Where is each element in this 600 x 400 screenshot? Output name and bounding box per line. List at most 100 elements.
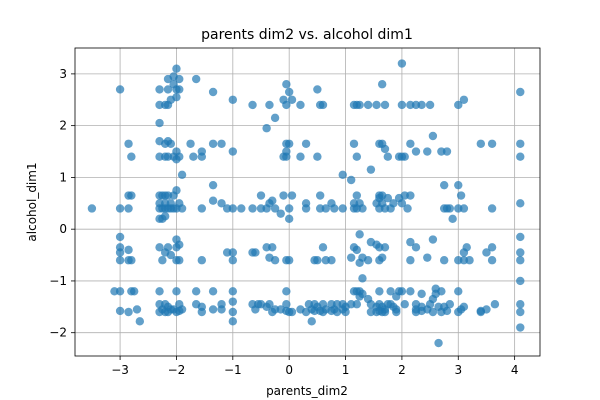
data-point: [327, 256, 336, 265]
data-point: [296, 100, 305, 110]
x-tick-label: 1: [342, 363, 350, 377]
data-point: [284, 256, 294, 265]
data-point: [127, 152, 136, 161]
data-point: [155, 85, 164, 94]
data-point: [454, 287, 463, 296]
data-point: [386, 287, 395, 296]
data-point: [87, 204, 97, 213]
data-point: [115, 248, 125, 257]
data-point: [175, 240, 184, 249]
data-point: [284, 214, 294, 224]
data-point: [349, 139, 359, 148]
data-point: [397, 199, 407, 208]
data-point: [411, 243, 421, 252]
data-point: [428, 235, 438, 244]
data-point: [400, 152, 409, 161]
data-point: [228, 317, 238, 326]
points-layer: [87, 59, 525, 348]
data-point: [287, 95, 297, 104]
data-point: [186, 139, 195, 148]
data-point: [265, 100, 274, 110]
data-point: [282, 80, 291, 89]
data-point: [380, 100, 390, 110]
data-point: [425, 100, 435, 110]
data-point: [442, 306, 452, 316]
data-point: [439, 180, 449, 190]
y-tick-label: −2: [49, 326, 67, 340]
x-tick-label: −1: [224, 363, 242, 377]
data-point: [115, 204, 125, 213]
data-point: [124, 139, 133, 148]
data-point: [459, 204, 469, 213]
data-point: [284, 139, 294, 148]
data-point: [124, 245, 133, 255]
data-point: [270, 204, 280, 213]
data-point: [383, 193, 393, 203]
data-point: [287, 191, 297, 200]
data-point: [124, 307, 133, 317]
data-point: [115, 306, 125, 316]
x-tick-label: 3: [454, 363, 462, 377]
ticks-layer: −3 −2 −1 0 1 2 3 4 −2 −1 0 1 2 3: [49, 67, 518, 377]
data-point: [389, 199, 398, 208]
data-point: [175, 74, 184, 84]
data-point: [377, 253, 387, 262]
data-point: [237, 204, 246, 213]
y-tick-label: 2: [59, 119, 67, 133]
data-point: [228, 95, 238, 104]
data-point: [454, 180, 463, 190]
data-point: [115, 256, 125, 265]
data-point: [380, 307, 390, 317]
data-point: [191, 287, 201, 296]
data-point: [115, 85, 125, 94]
data-point: [392, 307, 401, 317]
data-point: [228, 204, 238, 213]
data-point: [284, 87, 294, 97]
data-point: [313, 256, 322, 265]
data-point: [301, 204, 311, 213]
x-tick-label: 4: [511, 363, 519, 377]
data-point: [380, 144, 390, 154]
data-point: [313, 85, 322, 94]
data-point: [315, 191, 325, 200]
data-point: [265, 300, 274, 309]
y-tick-label: −1: [49, 274, 67, 288]
data-point: [516, 139, 525, 148]
data-point: [459, 302, 469, 312]
data-point: [177, 204, 187, 213]
data-point: [428, 131, 438, 141]
data-point: [363, 256, 373, 265]
data-point: [124, 204, 133, 213]
data-point: [341, 307, 350, 317]
data-point: [346, 175, 356, 185]
data-point: [355, 230, 364, 239]
data-point: [270, 256, 280, 265]
plot-frame: [74, 47, 541, 357]
data-point: [115, 232, 125, 242]
data-point: [406, 256, 415, 265]
data-point: [462, 243, 471, 252]
data-point: [228, 248, 238, 257]
data-point: [268, 243, 277, 252]
x-axis-label: parents_dim2: [266, 384, 348, 398]
data-point: [397, 287, 407, 296]
data-point: [358, 289, 367, 299]
data-point: [282, 287, 291, 296]
data-point: [208, 180, 218, 190]
data-point: [516, 256, 525, 265]
data-point: [445, 300, 455, 309]
y-tick-label: 3: [59, 67, 67, 81]
data-point: [166, 139, 176, 148]
data-point: [163, 85, 173, 94]
data-point: [318, 100, 328, 110]
data-point: [346, 253, 356, 262]
data-point: [282, 100, 291, 110]
data-point: [217, 139, 226, 148]
x-tick-label: −3: [111, 363, 129, 377]
data-point: [355, 100, 364, 110]
data-point: [284, 204, 294, 213]
data-point: [375, 287, 384, 296]
data-point: [197, 307, 207, 317]
data-point: [459, 95, 469, 104]
data-point: [397, 100, 407, 110]
